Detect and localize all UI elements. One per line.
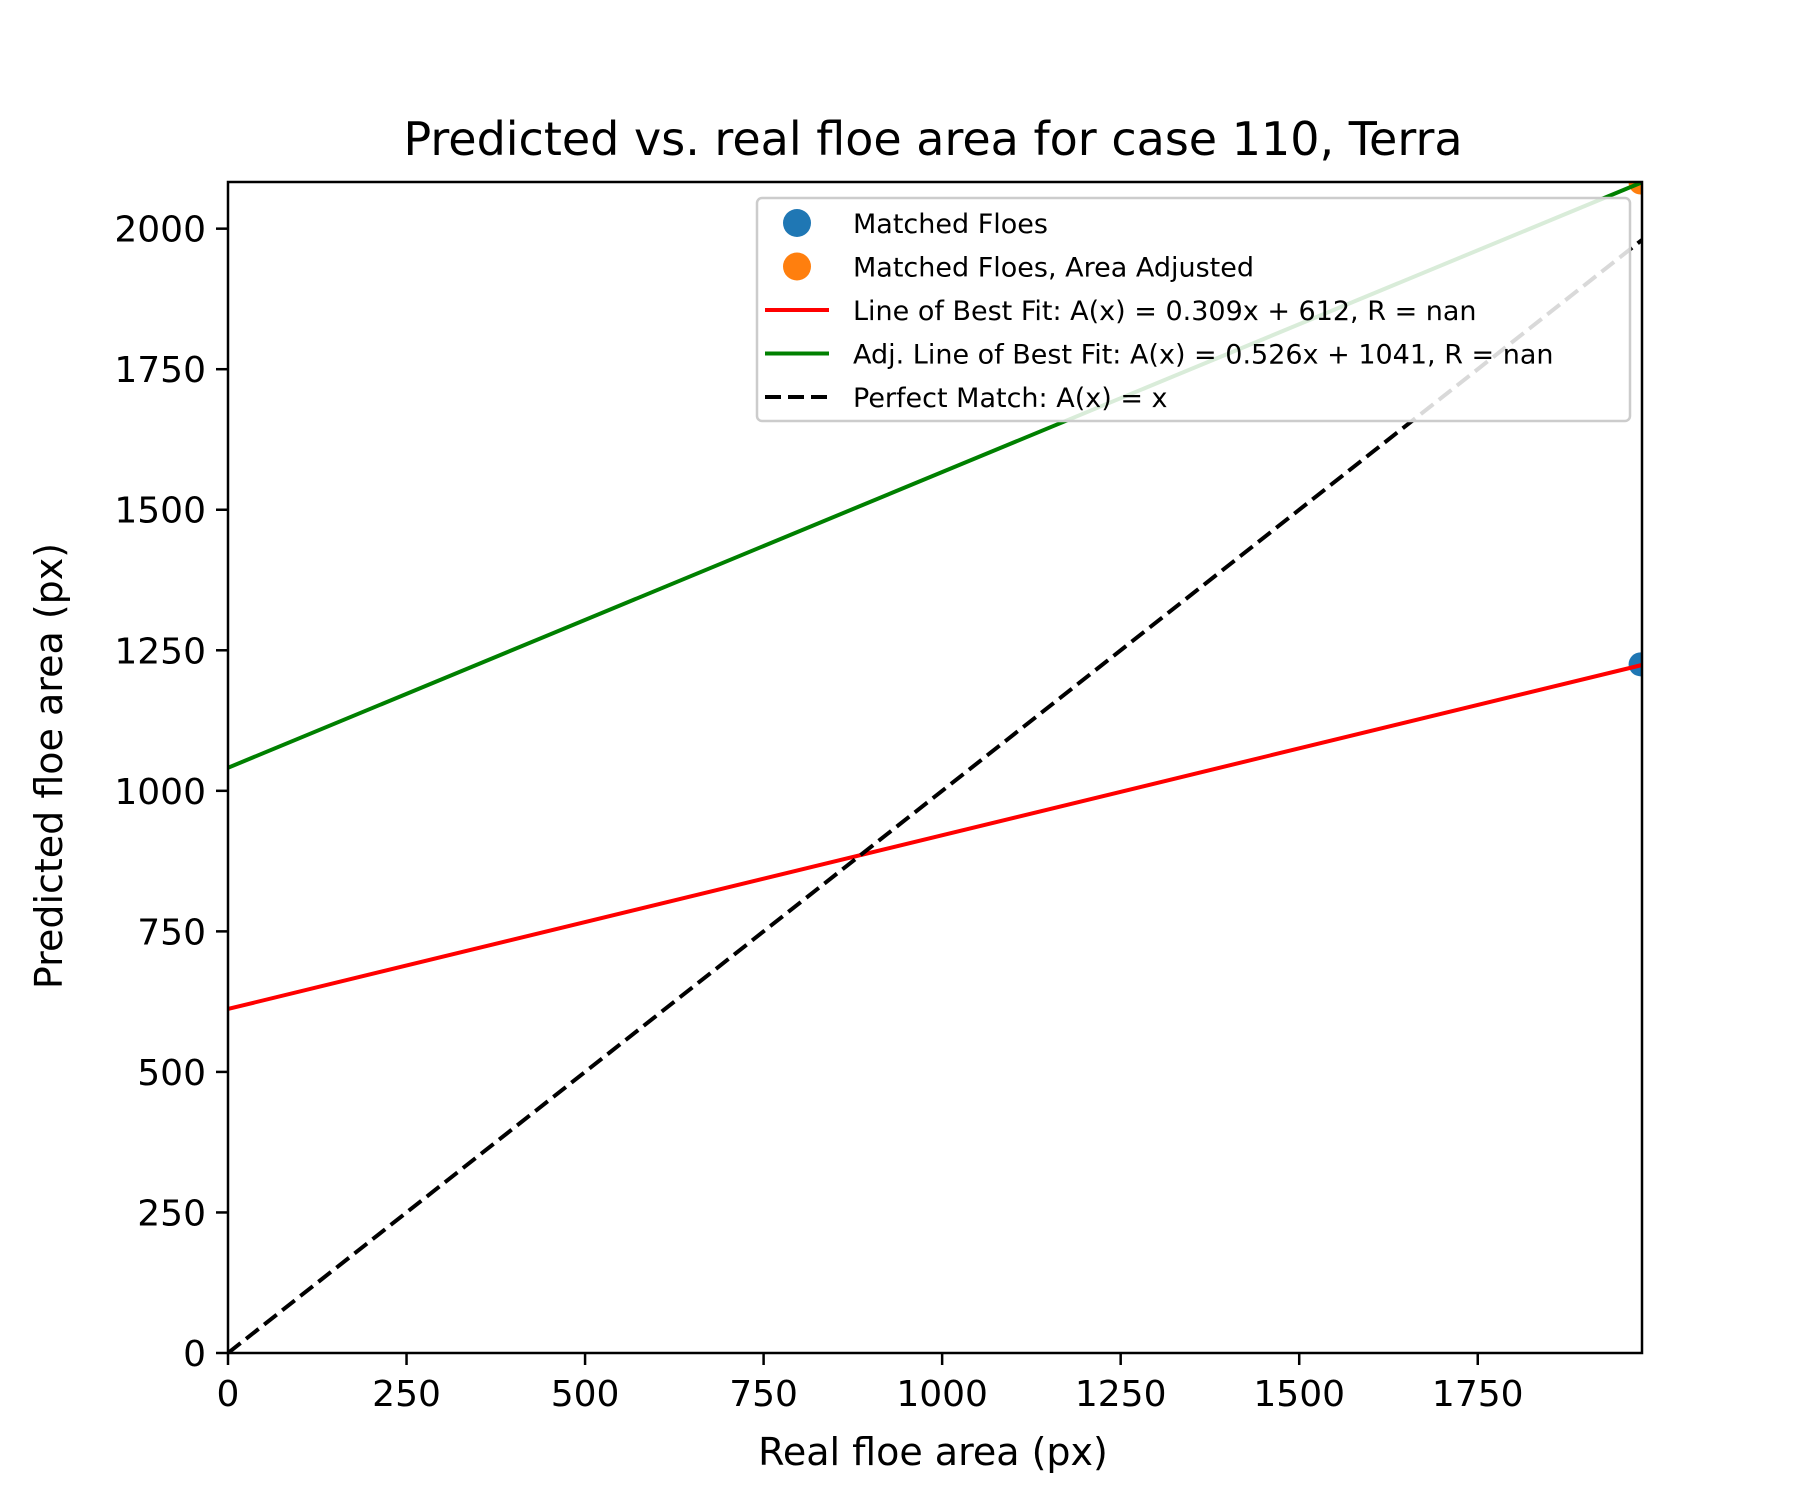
x-axis-ticks: 0 250 500 750 1000 1250 1500 1750	[217, 1353, 1524, 1415]
y-tick-label: 1500	[114, 491, 206, 532]
plot-frame	[226, 180, 1644, 1355]
legend-entry-label: Perfect Match: A(x) = x	[853, 383, 1168, 414]
chart-title: Predicted vs. real floe area for case 11…	[403, 112, 1462, 166]
y-tick-label: 500	[137, 1053, 206, 1094]
series-line-2	[228, 663, 1642, 1011]
y-tick-label: 1250	[114, 631, 206, 672]
y-tick-label: 1750	[114, 350, 206, 391]
data-point-0-0	[1628, 652, 1642, 677]
legend: Matched Floes Matched Floes, Area Adjuste…	[755, 196, 1632, 423]
y-tick-label: 2000	[114, 210, 206, 251]
x-tick-label: 1750	[1432, 1374, 1524, 1415]
legend-entry-label: Adj. Line of Best Fit: A(x) = 0.526x + 1…	[853, 340, 1554, 371]
x-tick-label: 0	[217, 1374, 240, 1415]
y-tick-label: 250	[137, 1193, 206, 1234]
legend-marker-1	[783, 252, 811, 281]
x-tick-label: 1250	[1075, 1374, 1167, 1415]
x-tick-label: 750	[729, 1374, 798, 1415]
y-axis-ticks: 0 250 500 750 1000 1250 1500 1750 2000	[114, 210, 228, 1375]
legend-marker-0	[783, 209, 811, 237]
x-tick-label: 1500	[1253, 1374, 1345, 1415]
y-tick-label: 1000	[114, 772, 206, 813]
y-tick-label: 0	[183, 1334, 206, 1375]
y-axis-label: Predicted floe area (px)	[27, 543, 71, 989]
x-tick-label: 500	[551, 1374, 620, 1415]
legend-entry-label: Matched Floes	[853, 209, 1048, 240]
x-axis-label: Real floe area (px)	[758, 1430, 1108, 1474]
x-tick-label: 250	[372, 1374, 441, 1415]
legend-entry-label: Matched Floes, Area Adjusted	[853, 253, 1254, 284]
legend-box	[755, 196, 1632, 423]
y-tick-label: 750	[137, 912, 206, 953]
legend-entry-label: Line of Best Fit: A(x) = 0.309x + 612, R…	[853, 296, 1477, 327]
series-line-4	[228, 238, 1642, 1353]
x-tick-label: 1000	[896, 1374, 988, 1415]
